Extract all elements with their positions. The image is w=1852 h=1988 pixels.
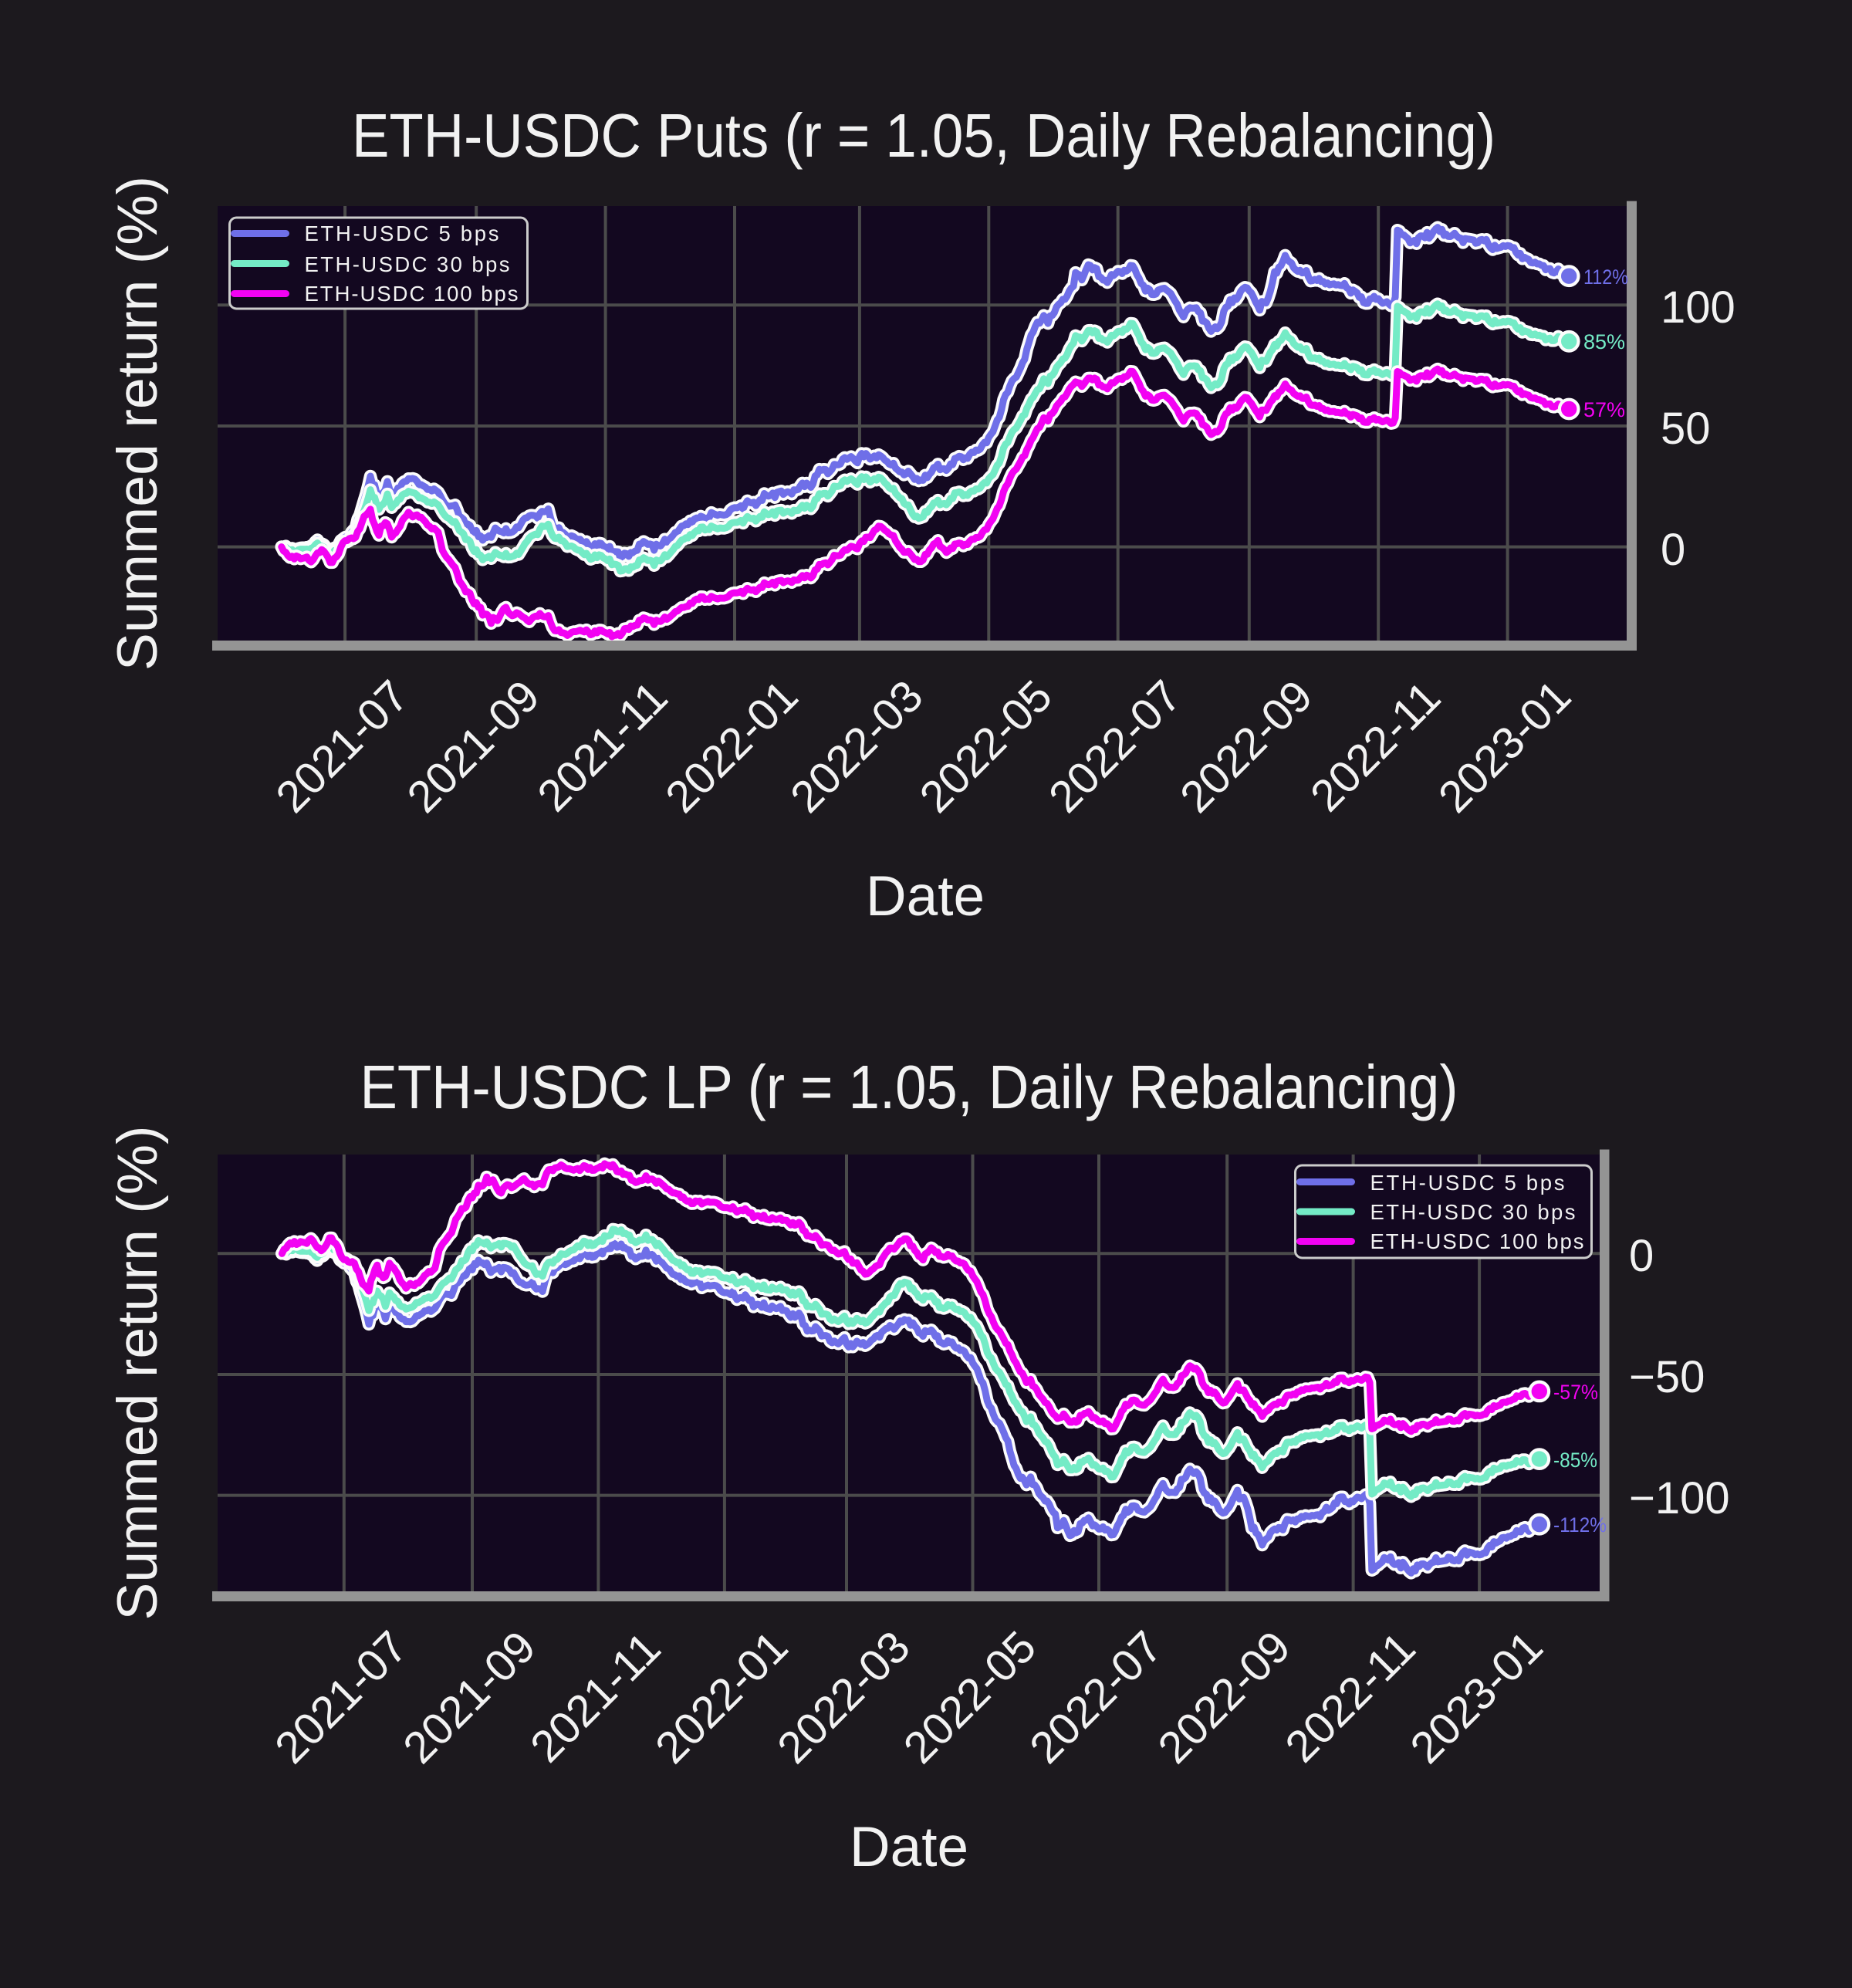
svg-text:ETH-USDC LP (r = 1.05, Daily R: ETH-USDC LP (r = 1.05, Daily Rebalancing… <box>360 1053 1458 1121</box>
svg-text:ETH-USDC 5 bps: ETH-USDC 5 bps <box>1370 1171 1565 1195</box>
svg-text:85%: 85% <box>1583 330 1625 353</box>
svg-text:100: 100 <box>1661 282 1735 333</box>
svg-text:Date: Date <box>866 865 985 928</box>
svg-text:0: 0 <box>1629 1231 1654 1281</box>
svg-text:112%: 112% <box>1583 265 1628 289</box>
svg-text:−100: −100 <box>1629 1473 1730 1523</box>
svg-text:-85%: -85% <box>1553 1449 1597 1472</box>
svg-text:-57%: -57% <box>1553 1381 1598 1404</box>
svg-text:57%: 57% <box>1583 398 1625 421</box>
svg-text:ETH-USDC 30 bps: ETH-USDC 30 bps <box>305 252 510 276</box>
svg-text:-112%: -112% <box>1553 1513 1607 1537</box>
svg-text:Summed return (%): Summed return (%) <box>105 176 169 671</box>
svg-text:ETH-USDC 5 bps: ETH-USDC 5 bps <box>305 221 499 245</box>
svg-text:ETH-USDC Puts (r = 1.05, Daily: ETH-USDC Puts (r = 1.05, Daily Rebalanci… <box>352 101 1495 170</box>
svg-text:−50: −50 <box>1629 1352 1705 1402</box>
svg-text:ETH-USDC 30 bps: ETH-USDC 30 bps <box>1370 1200 1576 1224</box>
svg-text:ETH-USDC 100 bps: ETH-USDC 100 bps <box>1370 1229 1584 1253</box>
svg-text:ETH-USDC 100 bps: ETH-USDC 100 bps <box>305 282 519 306</box>
svg-text:0: 0 <box>1661 525 1685 575</box>
svg-text:Summed return (%): Summed return (%) <box>105 1125 169 1620</box>
svg-text:50: 50 <box>1661 404 1711 454</box>
svg-text:Date: Date <box>850 1816 968 1878</box>
